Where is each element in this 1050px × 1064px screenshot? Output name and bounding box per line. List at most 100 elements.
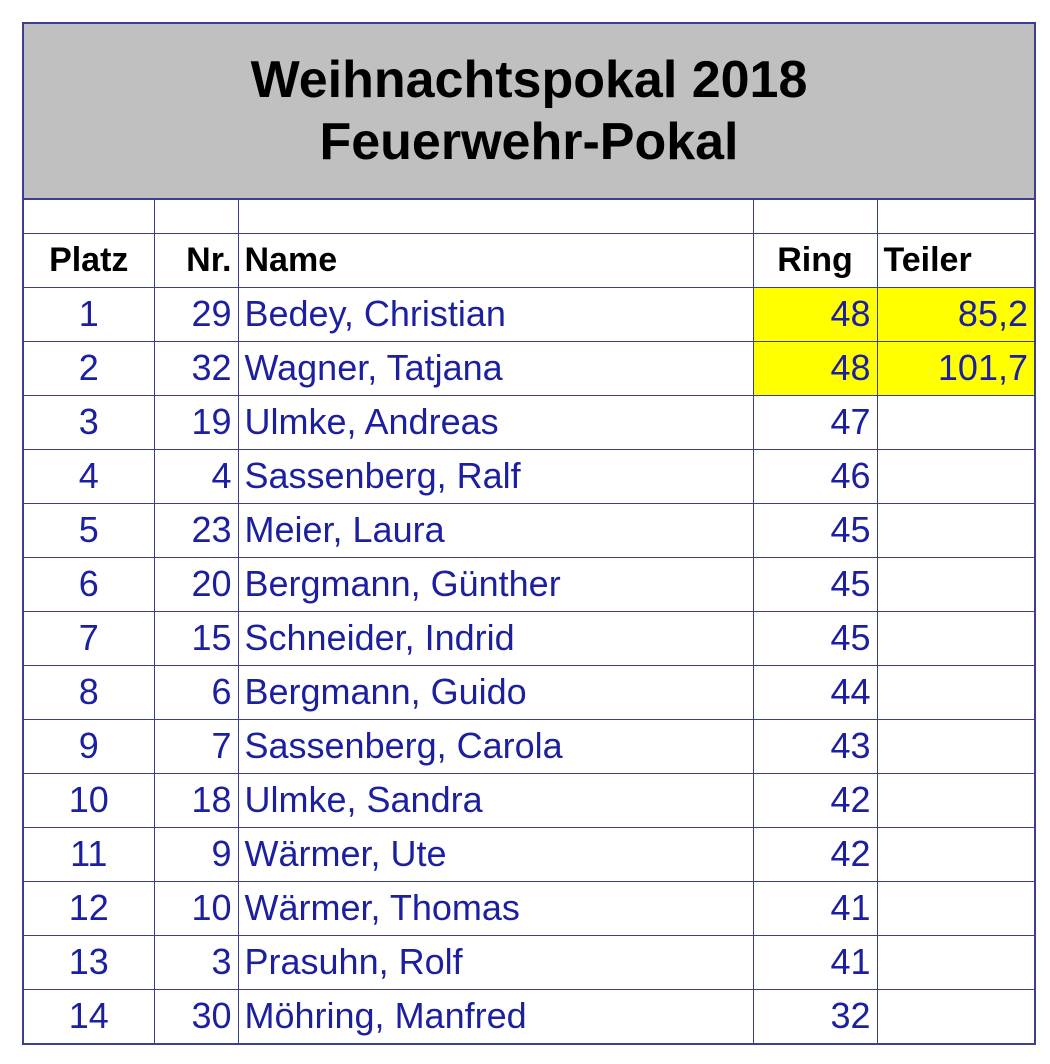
cell-name: Sassenberg, Ralf [237, 448, 754, 504]
table-row: 3 19 Ulmke, Andreas 47 [24, 394, 1034, 450]
spacer-cell [24, 200, 155, 234]
cell-teiler [876, 610, 1034, 666]
cell-platz: 11 [24, 826, 155, 882]
table-row: 2 32 Wagner, Tatjana 48 101,7 [24, 340, 1034, 396]
cell-nr: 19 [153, 394, 239, 450]
cell-name: Wärmer, Thomas [237, 880, 754, 936]
cell-ring: 48 [752, 340, 878, 396]
table-row: 8 6 Bergmann, Guido 44 [24, 664, 1034, 720]
cell-platz: 5 [24, 502, 155, 558]
cell-ring: 45 [752, 502, 878, 558]
cell-nr: 3 [153, 934, 239, 990]
cell-platz: 13 [24, 934, 155, 990]
cell-name: Ulmke, Andreas [237, 394, 754, 450]
cell-ring: 46 [752, 448, 878, 504]
title-line-2: Feuerwehr-Pokal [319, 113, 739, 171]
cell-ring: 45 [752, 556, 878, 612]
cell-teiler [876, 880, 1034, 936]
cell-nr: 29 [153, 286, 239, 342]
cell-name: Möhring, Manfred [237, 988, 754, 1043]
table-row: 10 18 Ulmke, Sandra 42 [24, 772, 1034, 828]
table-row: 5 23 Meier, Laura 45 [24, 502, 1034, 558]
cell-nr: 4 [153, 448, 239, 504]
cell-nr: 15 [153, 610, 239, 666]
cell-nr: 20 [153, 556, 239, 612]
cell-name: Bergmann, Guido [237, 664, 754, 720]
header-platz: Platz [24, 232, 155, 288]
cell-platz: 4 [24, 448, 155, 504]
cell-nr: 9 [153, 826, 239, 882]
table-row: 7 15 Schneider, Indrid 45 [24, 610, 1034, 666]
header-teiler: Teiler [876, 232, 1034, 288]
spacer-cell [153, 200, 239, 234]
spacer-cell [752, 200, 878, 234]
cell-ring: 42 [752, 772, 878, 828]
table-row: 12 10 Wärmer, Thomas 41 [24, 880, 1034, 936]
cell-ring: 43 [752, 718, 878, 774]
cell-ring: 41 [752, 934, 878, 990]
cell-teiler: 101,7 [876, 340, 1034, 396]
spacer-cell [237, 200, 754, 234]
cell-teiler [876, 988, 1034, 1043]
cell-platz: 2 [24, 340, 155, 396]
cell-platz: 10 [24, 772, 155, 828]
spacer-cell [876, 200, 1034, 234]
spacer-row [24, 200, 1034, 234]
cell-name: Ulmke, Sandra [237, 772, 754, 828]
cell-teiler [876, 826, 1034, 882]
cell-platz: 6 [24, 556, 155, 612]
cell-name: Wagner, Tatjana [237, 340, 754, 396]
cell-name: Bedey, Christian [237, 286, 754, 342]
cell-teiler [876, 664, 1034, 720]
cell-teiler [876, 934, 1034, 990]
cell-ring: 44 [752, 664, 878, 720]
title-block: Weihnachtspokal 2018 Feuerwehr-Pokal [24, 24, 1034, 200]
cell-ring: 41 [752, 880, 878, 936]
table-row: 9 7 Sassenberg, Carola 43 [24, 718, 1034, 774]
cell-name: Wärmer, Ute [237, 826, 754, 882]
cell-teiler: 85,2 [876, 286, 1034, 342]
cell-teiler [876, 448, 1034, 504]
cell-name: Meier, Laura [237, 502, 754, 558]
table-row: 4 4 Sassenberg, Ralf 46 [24, 448, 1034, 504]
cell-nr: 7 [153, 718, 239, 774]
cell-platz: 8 [24, 664, 155, 720]
cell-nr: 23 [153, 502, 239, 558]
cell-teiler [876, 772, 1034, 828]
cell-teiler [876, 394, 1034, 450]
cell-ring: 45 [752, 610, 878, 666]
cell-platz: 3 [24, 394, 155, 450]
table-row: 1 29 Bedey, Christian 48 85,2 [24, 286, 1034, 342]
table-row: 13 3 Prasuhn, Rolf 41 [24, 934, 1034, 990]
header-nr: Nr. [153, 232, 239, 288]
cell-platz: 14 [24, 988, 155, 1043]
header-row: Platz Nr. Name Ring Teiler [24, 232, 1034, 288]
cell-nr: 6 [153, 664, 239, 720]
header-name: Name [237, 232, 754, 288]
cell-teiler [876, 556, 1034, 612]
cell-platz: 7 [24, 610, 155, 666]
cell-teiler [876, 718, 1034, 774]
cell-nr: 30 [153, 988, 239, 1043]
cell-name: Prasuhn, Rolf [237, 934, 754, 990]
cell-nr: 10 [153, 880, 239, 936]
table-row: 11 9 Wärmer, Ute 42 [24, 826, 1034, 882]
cell-ring: 32 [752, 988, 878, 1043]
cell-name: Bergmann, Günther [237, 556, 754, 612]
cell-ring: 47 [752, 394, 878, 450]
cell-nr: 18 [153, 772, 239, 828]
cell-platz: 9 [24, 718, 155, 774]
cell-nr: 32 [153, 340, 239, 396]
cell-platz: 12 [24, 880, 155, 936]
results-sheet: Weihnachtspokal 2018 Feuerwehr-Pokal Pla… [22, 22, 1036, 1045]
cell-name: Sassenberg, Carola [237, 718, 754, 774]
results-table: Platz Nr. Name Ring Teiler 1 29 Bedey, Chr… [24, 200, 1034, 1043]
table-row: 14 30 Möhring, Manfred 32 [24, 988, 1034, 1043]
cell-name: Schneider, Indrid [237, 610, 754, 666]
cell-ring: 48 [752, 286, 878, 342]
cell-teiler [876, 502, 1034, 558]
cell-platz: 1 [24, 286, 155, 342]
header-ring: Ring [752, 232, 878, 288]
cell-ring: 42 [752, 826, 878, 882]
table-row: 6 20 Bergmann, Günther 45 [24, 556, 1034, 612]
